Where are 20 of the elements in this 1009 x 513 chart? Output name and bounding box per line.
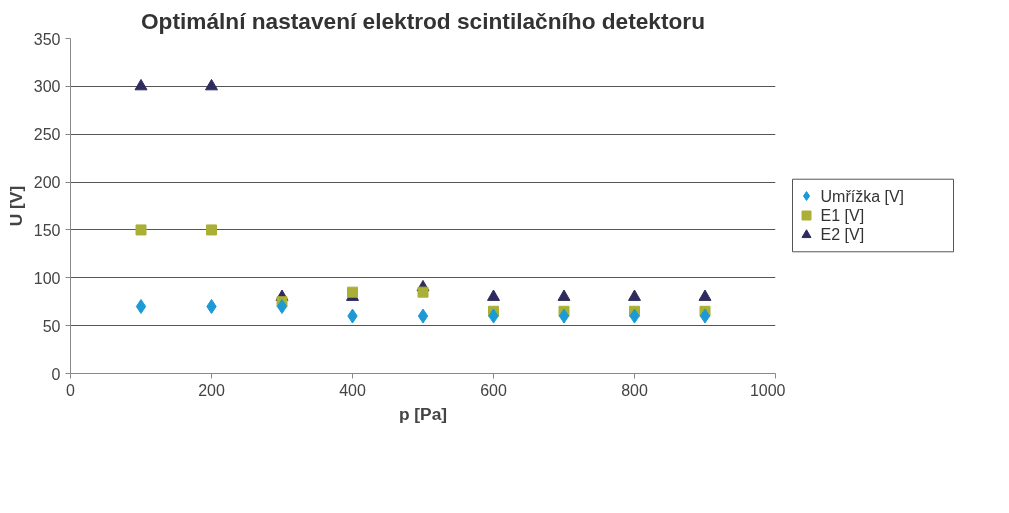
x-tick-label: 0	[66, 381, 76, 399]
x-tick-label: 1000	[749, 381, 786, 399]
legend-label: E2 [V]	[820, 226, 865, 244]
legend-label: E1 [V]	[820, 207, 865, 224]
x-tick-label: 400	[339, 381, 366, 399]
x-axis-title: p [Pa]	[398, 403, 448, 424]
y-tick-label: 100	[33, 269, 61, 287]
y-tick-label: 150	[33, 221, 61, 239]
y-tick-label: 200	[33, 174, 61, 192]
y-tick-label: 300	[33, 78, 61, 96]
legend-label: Umřížka [V]	[820, 187, 905, 205]
y-tick-label: 0	[51, 365, 61, 383]
y-tick-label: 350	[33, 30, 61, 48]
y-tick-label: 250	[33, 126, 61, 144]
y-axis-title: U [V]	[5, 185, 26, 227]
x-tick-label: 200	[198, 381, 225, 399]
chart-title: Optimální nastavení elektrod scintilačního detektoru	[140, 7, 706, 34]
x-tick-label: 600	[480, 381, 507, 399]
y-tick-label: 50	[42, 317, 61, 335]
x-tick-label: 800	[621, 381, 648, 399]
